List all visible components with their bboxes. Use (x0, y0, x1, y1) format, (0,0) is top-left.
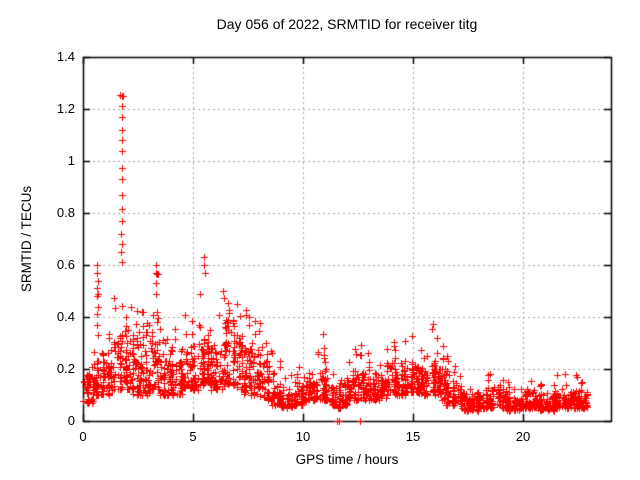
chart-title: Day 056 of 2022, SRMTID for receiver tit… (216, 16, 478, 32)
y-tick-label: 0.4 (56, 309, 75, 324)
y-tick-label: 0.8 (56, 205, 75, 220)
x-tick-label: 20 (515, 429, 531, 444)
y-axis-label: SRMTID / TECUs (19, 185, 34, 293)
x-axis-label: GPS time / hours (295, 452, 399, 467)
x-tick-label: 5 (189, 429, 197, 444)
y-tick-label: 0 (67, 413, 75, 428)
y-tick-label: 1.2 (56, 101, 75, 116)
y-tick-label: 1.4 (56, 49, 75, 64)
x-tick-label: 0 (79, 429, 87, 444)
x-tick-label: 15 (405, 429, 421, 444)
y-tick-label: 0.6 (56, 257, 75, 272)
x-tick-label: 10 (295, 429, 311, 444)
y-tick-label: 1 (67, 153, 75, 168)
y-tick-label: 0.2 (56, 361, 75, 376)
